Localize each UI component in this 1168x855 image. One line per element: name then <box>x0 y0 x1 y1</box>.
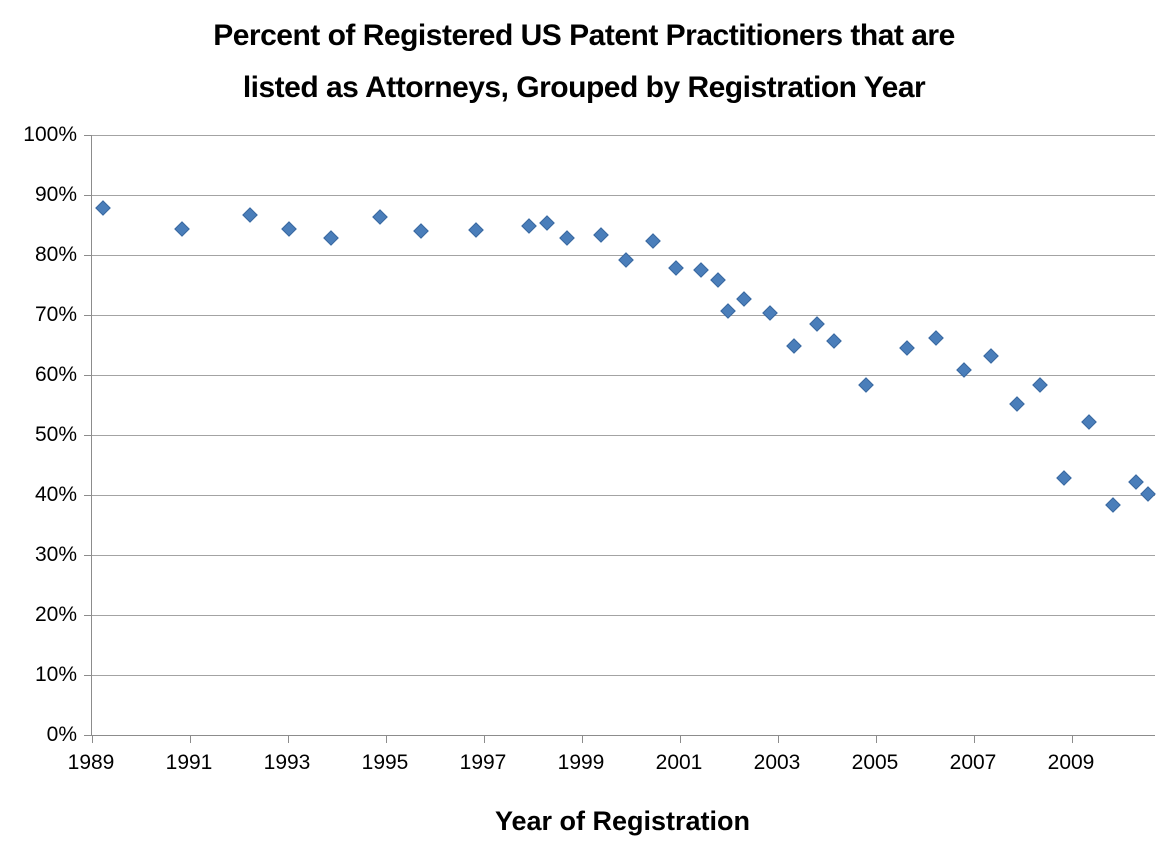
x-tick-label: 1999 <box>557 751 605 774</box>
y-axis-tick <box>84 374 92 376</box>
x-tick-label: 2005 <box>851 751 899 774</box>
data-point-marker <box>468 222 484 238</box>
gridline-50 <box>92 434 1155 436</box>
data-point-marker <box>668 260 684 276</box>
gridline-30 <box>92 554 1155 556</box>
data-point-marker <box>1009 396 1025 412</box>
data-point-marker <box>1140 486 1157 502</box>
data-point-marker <box>1104 496 1121 513</box>
y-axis-tick <box>84 314 92 316</box>
data-point-marker <box>736 291 752 308</box>
x-tick-label: 2009 <box>1047 751 1095 774</box>
data-point-marker <box>982 348 999 365</box>
y-tick-label: 20% <box>34 603 77 626</box>
y-tick-label: 50% <box>34 423 77 446</box>
x-axis-tick <box>190 735 191 743</box>
x-axis-tick <box>778 735 779 743</box>
data-point-marker <box>899 340 915 356</box>
gridline-20 <box>92 614 1155 616</box>
x-axis-tick <box>484 735 485 743</box>
y-tick-label: 60% <box>34 363 77 386</box>
x-tick-label: 1989 <box>67 751 115 774</box>
data-point-marker <box>720 303 736 320</box>
y-tick-label: 30% <box>34 543 77 566</box>
x-axis-tick <box>680 735 681 743</box>
x-axis-tick <box>1072 735 1073 743</box>
x-axis-tick <box>288 735 289 743</box>
data-point-marker <box>858 376 874 393</box>
x-axis-tick <box>876 735 877 743</box>
data-point-marker <box>322 229 339 246</box>
x-tick-label: 1993 <box>263 751 311 774</box>
y-tick-label: 0% <box>46 723 77 746</box>
gridline-10 <box>92 674 1155 676</box>
y-tick-label: 40% <box>34 483 77 506</box>
chart-title-line1: Percent of Registered US Patent Practiti… <box>213 19 955 52</box>
y-axis-tick <box>84 734 92 736</box>
data-point-marker <box>241 207 258 224</box>
y-axis-tick <box>84 554 92 556</box>
gridline-60 <box>92 374 1155 376</box>
y-tick-label: 100% <box>23 123 77 146</box>
plot-area <box>84 134 1157 743</box>
chart-title: Percent of Registered US Patent Practiti… <box>0 10 1168 114</box>
x-axis-tick <box>582 735 583 743</box>
y-axis-tick <box>84 614 92 616</box>
data-point-marker <box>174 220 190 237</box>
data-point-marker <box>761 304 778 321</box>
data-point-marker <box>521 217 537 234</box>
x-tick-label: 1995 <box>361 751 409 774</box>
data-point-marker <box>413 223 429 239</box>
x-tick-label: 2003 <box>753 751 801 774</box>
y-axis-tick <box>84 674 92 676</box>
data-point-marker <box>1080 414 1097 431</box>
y-tick-label: 80% <box>34 243 77 266</box>
data-point-marker <box>559 229 575 246</box>
x-axis-tick <box>974 735 975 743</box>
data-point-marker <box>95 200 112 216</box>
data-point-marker <box>645 233 661 249</box>
x-axis-tick <box>92 735 93 743</box>
chart-title-line2: listed as Attorneys, Grouped by Registra… <box>242 71 926 104</box>
x-tick-label: 2001 <box>655 751 703 774</box>
gridline-90 <box>92 194 1155 196</box>
data-point-marker <box>826 333 842 349</box>
data-point-marker <box>927 330 944 347</box>
x-tick-label: 2007 <box>949 751 997 774</box>
gridline-70 <box>92 314 1155 316</box>
data-point-marker <box>785 337 802 354</box>
gridline-40 <box>92 494 1155 496</box>
x-axis-title: Year of Registration <box>494 806 751 836</box>
data-point-marker <box>692 262 709 278</box>
y-tick-label: 90% <box>34 183 77 206</box>
data-point-marker <box>808 316 825 332</box>
y-tick-label: 10% <box>34 663 77 686</box>
data-point-marker <box>709 272 726 288</box>
y-axis-tick <box>84 254 92 256</box>
y-axis-tick <box>84 194 92 196</box>
y-axis-tick <box>84 494 92 496</box>
gridline-100 <box>92 134 1155 136</box>
y-tick-label: 70% <box>34 303 77 326</box>
data-point-marker <box>372 208 388 225</box>
x-axis-tick <box>386 735 387 743</box>
data-point-marker <box>1128 474 1144 490</box>
data-point-marker <box>281 220 298 237</box>
data-point-marker <box>1056 470 1072 486</box>
data-point-marker <box>539 215 555 231</box>
data-point-marker <box>1032 377 1048 393</box>
x-tick-label: 1997 <box>459 751 507 774</box>
x-tick-label: 1991 <box>165 751 213 774</box>
y-axis-tick <box>84 134 92 136</box>
y-axis-tick <box>84 434 92 436</box>
data-point-marker <box>593 226 609 243</box>
